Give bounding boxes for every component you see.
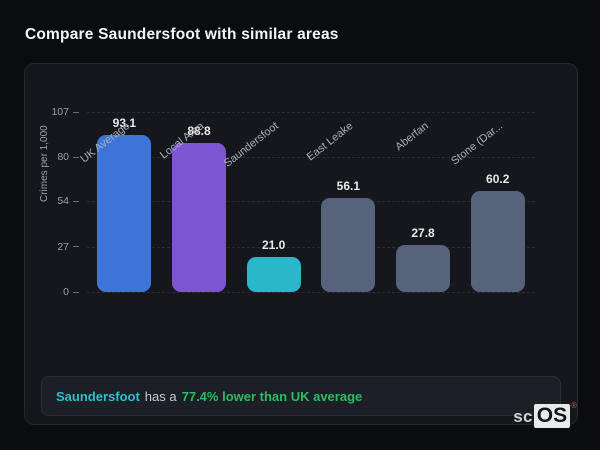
gridline (87, 201, 535, 203)
x-axis-label: Aberfan (392, 120, 431, 154)
bar[interactable] (470, 190, 525, 292)
bar[interactable] (172, 142, 226, 292)
comparison-note: Saundersfoot has a 77.4% lower than UK a… (41, 376, 561, 416)
tick-mark (73, 246, 79, 248)
note-connector-text: has a (144, 388, 177, 404)
bar-value-label: 56.1 (336, 178, 361, 193)
tick-mark (73, 291, 79, 293)
y-tick-label: 27 (57, 241, 79, 253)
tick-mark (73, 200, 79, 202)
note-area-name: Saundersfoot (56, 388, 140, 404)
gridline (87, 246, 535, 248)
logo-suffix: OS (533, 404, 571, 428)
gridline (87, 112, 535, 113)
page-title: Compare Saundersfoot with similar areas (25, 26, 339, 43)
tick-mark (73, 156, 79, 158)
bar-chart-plot-area: 0 27 54 80 107 93.1 UK Average 88.8 Local Area 2… (51, 106, 535, 298)
y-tick-label: 80 (57, 151, 79, 163)
logo-prefix: sc (513, 407, 533, 426)
gridline (87, 157, 535, 159)
registered-trademark-icon: ® (571, 401, 577, 410)
scos-logo: sc OS ® (513, 401, 577, 428)
gridline (87, 292, 535, 293)
bars-row: 93.1 UK Average 88.8 Local Area 21.0 Saunders… (78, 112, 535, 292)
bar-column-east-leake: 56.1 East Leake (305, 112, 386, 292)
bar-value-label: 93.1 (112, 116, 137, 131)
bar-value-label: 21.0 (262, 237, 286, 252)
bar[interactable] (396, 245, 451, 292)
bar-value-label: 60.2 (486, 171, 510, 186)
bar-column-local-area: 88.8 Local Area (158, 112, 237, 292)
bar-value-label: 27.8 (411, 226, 435, 241)
chart-card: Crimes per 1,000 0 27 54 80 107 93.1 UK Avera… (24, 63, 578, 425)
bar-column-uk-average: 93.1 UK Average (78, 112, 162, 292)
y-tick-label: 107 (51, 106, 79, 118)
bar[interactable] (97, 135, 152, 292)
bar[interactable] (246, 256, 301, 292)
tick-mark (73, 111, 79, 113)
y-tick-label: 54 (57, 195, 79, 207)
y-tick-label: 0 (63, 286, 79, 298)
x-axis-label: East Leake (304, 120, 356, 164)
bar-column-saundersfoot: 21.0 Saundersfoot (222, 112, 311, 292)
note-highlight-text: 77.4% lower than UK average (181, 388, 363, 404)
y-axis-title: Crimes per 1,000 (39, 125, 50, 202)
bar-column-stone-dar: 60.2 Stone (Dar... (449, 112, 535, 292)
bar[interactable] (321, 197, 376, 292)
bar-value-label: 88.8 (187, 123, 211, 138)
bar-column-aberfan: 27.8 Aberfan (386, 112, 461, 292)
